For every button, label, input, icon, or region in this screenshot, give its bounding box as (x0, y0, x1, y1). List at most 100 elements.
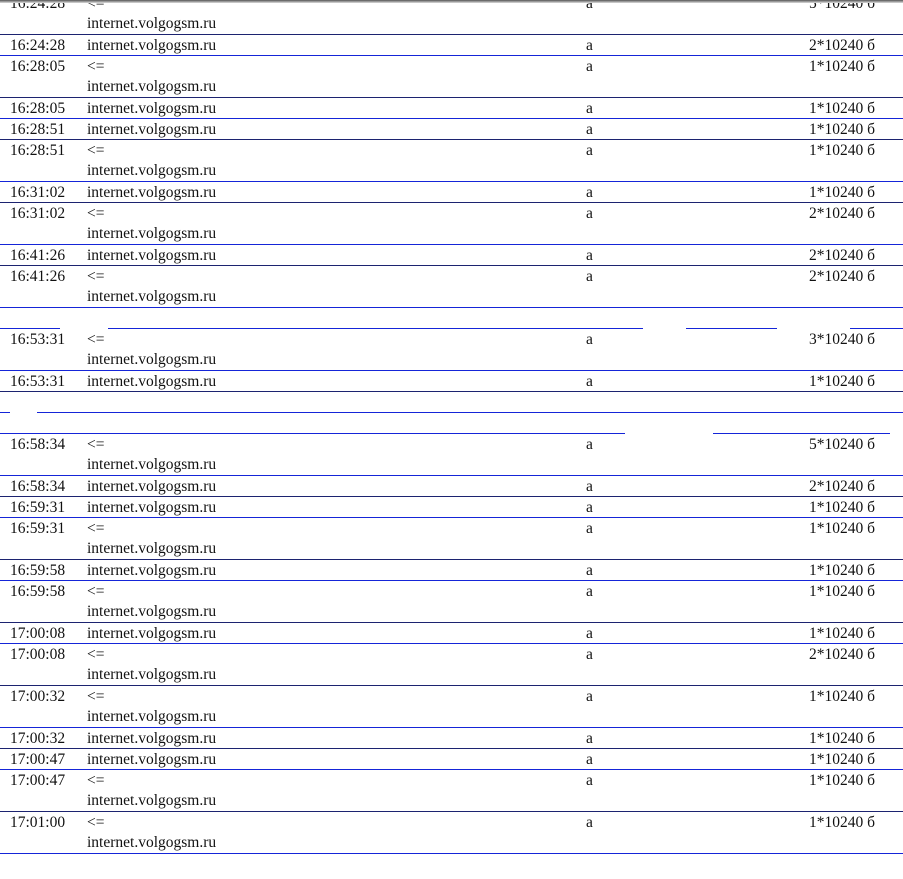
destination-cell: internet.volgogsm.ru (87, 499, 217, 516)
destination-cell: internet.volgogsm.ru (87, 225, 217, 242)
table-row: 17:00:47 <= internet.volgogsm.ru a 1*10240 б (0, 770, 903, 812)
amount-cell: 1*10240 б (808, 121, 875, 138)
direction-cell: <= (87, 58, 105, 75)
table-row: 16:59:58 internet.volgogsm.ru a 1*10240 б (0, 560, 903, 581)
table-row: 16:28:05 internet.volgogsm.ru a 1*10240 б (0, 98, 903, 119)
type-cell: a (586, 520, 593, 537)
type-cell: a (586, 268, 593, 285)
direction-cell: <= (87, 436, 105, 453)
table-row: 16:24:28 internet.volgogsm.ru a 2*10240 б (0, 35, 903, 56)
direction-cell: <= (87, 688, 105, 705)
amount-cell: 1*10240 б (808, 751, 875, 768)
table-row: 16:28:51 internet.volgogsm.ru a 1*10240 б (0, 119, 903, 140)
time-cell: 16:59:31 (10, 520, 66, 537)
time-cell: 16:31:02 (10, 184, 66, 201)
amount-cell: 1*10240 б (808, 100, 875, 117)
time-cell: 16:41:26 (10, 247, 66, 264)
destination-cell: internet.volgogsm.ru (87, 562, 217, 579)
direction-cell: <= (87, 142, 105, 159)
type-cell: a (586, 814, 593, 831)
destination-cell: internet.volgogsm.ru (87, 351, 217, 368)
type-cell: a (586, 331, 593, 348)
type-cell: a (586, 583, 593, 600)
destination-cell: internet.volgogsm.ru (87, 625, 217, 642)
table-row: 16:31:02 <= internet.volgogsm.ru a 2*10240 б (0, 203, 903, 245)
time-cell: 16:53:31 (10, 331, 66, 348)
amount-cell: 3*10240 б (808, 331, 875, 348)
amount-cell: 1*10240 б (808, 562, 875, 579)
amount-cell: 1*10240 б (808, 625, 875, 642)
table-row: 16:59:31 internet.volgogsm.ru a 1*10240 б (0, 497, 903, 518)
amount-cell: 2*10240 б (808, 205, 875, 222)
destination-cell: internet.volgogsm.ru (87, 730, 217, 747)
type-cell: a (586, 751, 593, 768)
amount-cell: 1*10240 б (808, 772, 875, 789)
amount-cell: 1*10240 б (808, 373, 875, 390)
time-cell: 16:31:02 (10, 205, 66, 222)
table-row: 17:00:47 internet.volgogsm.ru a 1*10240 б (0, 749, 903, 770)
torn-gap (0, 392, 903, 413)
table-row: 17:01:00 <= internet.volgogsm.ru a 1*10240 б (0, 812, 903, 854)
rule-fragment (0, 412, 10, 413)
direction-cell: <= (87, 772, 105, 789)
amount-cell: 1*10240 б (808, 58, 875, 75)
time-cell: 17:00:32 (10, 730, 66, 747)
type-cell: a (586, 772, 593, 789)
destination-cell: internet.volgogsm.ru (87, 708, 217, 725)
traffic-log-list: 16:24:28 <= internet.volgogsm.ru a 5*10240 б… (0, 0, 903, 854)
table-row: 16:59:31 <= internet.volgogsm.ru a 1*10240 б (0, 518, 903, 560)
torn-gap (0, 413, 903, 434)
destination-cell: internet.volgogsm.ru (87, 603, 217, 620)
table-row: 16:28:05 <= internet.volgogsm.ru a 1*10240 б (0, 56, 903, 98)
destination-cell: internet.volgogsm.ru (87, 666, 217, 683)
destination-cell: internet.volgogsm.ru (87, 834, 217, 851)
destination-cell: internet.volgogsm.ru (87, 792, 217, 809)
time-cell: 17:01:00 (10, 814, 66, 831)
amount-cell: 1*10240 б (808, 730, 875, 747)
time-cell: 16:24:28 (10, 37, 66, 54)
destination-cell: internet.volgogsm.ru (87, 121, 217, 138)
type-cell: a (586, 730, 593, 747)
destination-cell: internet.volgogsm.ru (87, 78, 217, 95)
destination-cell: internet.volgogsm.ru (87, 478, 217, 495)
destination-cell: internet.volgogsm.ru (87, 247, 217, 264)
time-cell: 16:53:31 (10, 373, 66, 390)
amount-cell: 1*10240 б (808, 142, 875, 159)
time-cell: 16:59:31 (10, 499, 66, 516)
destination-cell: internet.volgogsm.ru (87, 15, 217, 32)
table-row: 17:00:08 <= internet.volgogsm.ru a 2*10240 б (0, 644, 903, 686)
table-row: 17:00:32 internet.volgogsm.ru a 1*10240 б (0, 728, 903, 749)
type-cell: a (586, 247, 593, 264)
time-cell: 16:59:58 (10, 583, 66, 600)
direction-cell: <= (87, 646, 105, 663)
direction-cell: <= (87, 814, 105, 831)
torn-gap (0, 308, 903, 329)
type-cell: a (586, 646, 593, 663)
time-cell: 16:28:51 (10, 142, 66, 159)
time-cell: 16:58:34 (10, 478, 66, 495)
rule-fragment (713, 433, 890, 434)
direction-cell: <= (87, 520, 105, 537)
type-cell: a (586, 436, 593, 453)
amount-cell: 2*10240 б (808, 247, 875, 264)
table-row: 16:24:28 <= internet.volgogsm.ru a 5*10240 б (0, 0, 903, 35)
amount-cell: 1*10240 б (808, 520, 875, 537)
top-edge-shadow (0, 0, 903, 3)
time-cell: 16:28:51 (10, 121, 66, 138)
rule-fragment (0, 328, 60, 329)
amount-cell: 2*10240 б (808, 268, 875, 285)
amount-cell: 1*10240 б (808, 184, 875, 201)
time-cell: 17:00:32 (10, 688, 66, 705)
amount-cell: 2*10240 б (808, 646, 875, 663)
destination-cell: internet.volgogsm.ru (87, 540, 217, 557)
direction-cell: <= (87, 0, 105, 12)
table-row: 17:00:08 internet.volgogsm.ru a 1*10240 б (0, 623, 903, 644)
direction-cell: <= (87, 268, 105, 285)
destination-cell: internet.volgogsm.ru (87, 100, 217, 117)
table-row: 16:53:31 internet.volgogsm.ru a 1*10240 б (0, 371, 903, 392)
destination-cell: internet.volgogsm.ru (87, 751, 217, 768)
type-cell: a (586, 205, 593, 222)
type-cell: a (586, 688, 593, 705)
type-cell: a (586, 100, 593, 117)
table-row: 16:59:58 <= internet.volgogsm.ru a 1*10240 б (0, 581, 903, 623)
